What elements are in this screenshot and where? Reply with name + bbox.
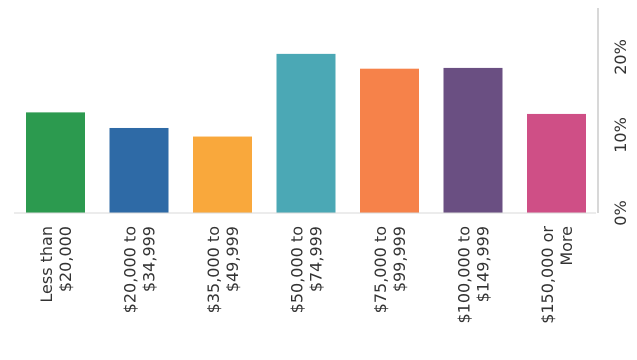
bar-1 <box>26 112 85 213</box>
category-label-5-line-2: $99,999 <box>390 226 409 292</box>
category-label-2-line-1: $20,000 to <box>121 226 140 313</box>
category-label-7-line-1: $150,000 or <box>538 226 557 324</box>
category-label-4-line-1: $50,000 to <box>288 226 307 313</box>
y-tick-label-3: 20% <box>611 39 630 75</box>
category-label-7-line-2: More <box>557 226 576 266</box>
bar-6 <box>443 67 503 213</box>
category-label-6-line-2: $149,999 <box>474 226 493 302</box>
category-label-4-line-2: $74,999 <box>307 226 326 292</box>
bar-5 <box>360 68 419 213</box>
category-label-3-line-1: $35,000 to <box>204 226 223 313</box>
y-axis-tick-labels: 0% 10% 20% <box>611 39 630 225</box>
category-label-6-line-1: $100,000 to <box>455 226 474 324</box>
category-label-1-line-2: $20,000 <box>56 226 75 292</box>
category-label-1-line-1: Less than <box>37 226 56 303</box>
bar-3 <box>193 136 252 213</box>
bar-2 <box>109 127 169 213</box>
category-label-2-line-2: $34,999 <box>140 226 159 292</box>
bar-4 <box>276 53 336 213</box>
category-label-3-line-2: $49,999 <box>223 226 242 292</box>
category-labels: Less than $20,000 $20,000 to $34,999 $35,000… <box>37 226 576 324</box>
category-label-5-line-1: $75,000 to <box>371 226 390 313</box>
y-tick-label-1: 0% <box>611 200 630 225</box>
y-tick-label-2: 10% <box>611 117 630 153</box>
bars-group <box>26 53 586 213</box>
bar-7 <box>527 113 586 213</box>
